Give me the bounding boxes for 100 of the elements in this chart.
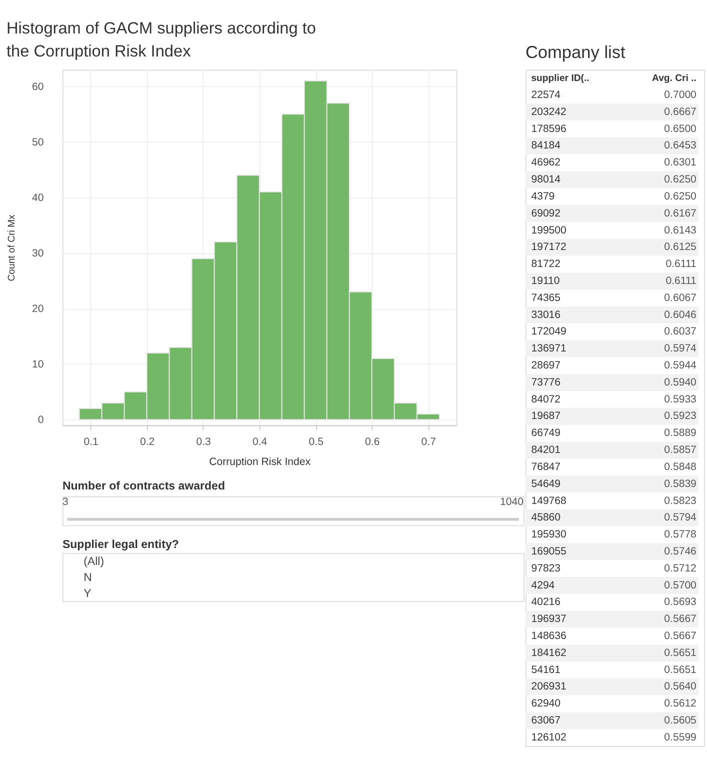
category-label: 206931 [531,680,567,693]
y-tick-label: 0 [38,414,44,426]
category-label: 196937 [531,613,567,626]
category-label: 28697 [531,360,561,372]
category-label: 199500 [531,224,567,236]
category-label: 184162 [531,646,567,659]
y-tick-label: 40 [32,192,44,204]
text: 0.5700 [664,579,696,592]
y-tick-label: 30 [32,247,44,260]
category-label: 178596 [531,122,567,135]
text: 0.6167 [664,207,696,220]
category-label: 40216 [531,596,561,608]
text: 0.5605 [664,714,696,727]
text: 0.5599 [664,731,696,744]
text: 0.5746 [664,545,696,558]
text: 0.6125 [664,241,696,254]
category-label: 126102 [531,731,567,744]
text: 0.6250 [664,174,696,186]
category-label: 73776 [531,376,561,388]
category-label: 22574 [531,89,561,102]
category-label: 62940 [531,698,561,710]
text: 3 [62,496,68,508]
category-label: 195930 [531,528,567,541]
text: 0.5651 [664,646,696,659]
category-label: 136971 [531,342,567,355]
category-label: 97823 [531,562,561,574]
category-label: 4294 [531,579,555,592]
category-label: 76847 [531,460,561,473]
text: 0.5667 [664,630,696,642]
x-tick-label: 0.7 [421,436,436,448]
text: 0.5933 [664,393,696,406]
text: 0.5889 [664,427,696,440]
text: 1040 [500,496,524,508]
x-tick-label: 0.4 [252,436,268,448]
x-tick-label: 0.5 [308,436,324,448]
text: 0.5693 [664,596,696,608]
text: 0.5712 [664,562,696,574]
y-axis-title: Count of Cri Mx [6,214,18,282]
text: Number of contracts awarded [62,480,225,493]
y-tick-label: 60 [32,80,44,93]
text: 0.5612 [664,698,696,710]
text: 0.6067 [664,292,696,304]
text: 0.6301 [664,156,696,169]
text: 0.5974 [664,342,696,355]
category-label: 19110 [531,274,560,287]
category-label: 197172 [531,241,567,254]
category-label: N [84,572,92,584]
y-tick-label: 20 [32,302,44,315]
category-label: 4379 [531,190,555,202]
category-label: 149768 [531,494,567,507]
text: 0.6143 [664,224,696,236]
category-label: 84201 [531,444,561,456]
x-tick-label: 0.3 [196,436,212,448]
category-label: 19687 [531,410,561,422]
text: 0.5640 [664,680,696,693]
text: 0.5839 [664,478,696,490]
category-label: 148636 [531,630,567,642]
text: 0.5667 [664,613,696,626]
text: 0.5923 [664,410,696,422]
category-label: Y [84,588,92,600]
text: 0.5651 [664,664,696,676]
text: 0.6667 [664,106,696,118]
text: 0.5823 [664,494,696,507]
text: Company list [525,42,626,62]
text: Histogram of GACM suppliers according to [6,19,316,38]
x-tick-label: 0.1 [84,436,99,448]
text: Supplier legal entity? [62,539,179,552]
category-label: 54649 [531,478,561,490]
text: 0.6037 [664,326,696,338]
y-tick-label: 50 [32,136,44,148]
text: 0.6111 [666,274,696,287]
text: the Corruption Risk Index [6,42,191,60]
text: 0.5857 [664,444,696,456]
text: 0.6500 [664,122,696,135]
text: 0.5944 [664,360,696,372]
text: 0.6250 [664,190,696,202]
category-label: 74365 [531,292,561,304]
text: 0.5794 [664,512,696,524]
text: supplier ID(.. [531,73,590,84]
category-label: 45860 [531,512,561,524]
category-label: 169055 [531,545,567,558]
text: 0.5778 [664,528,696,541]
text: 0.7000 [664,89,696,102]
category-label: (All) [84,556,104,568]
text: 0.5848 [664,460,696,473]
text: 0.6453 [664,140,696,152]
category-label: 63067 [531,714,561,727]
category-label: 84072 [531,393,561,406]
x-axis-title: Corruption Risk Index [209,456,312,468]
y-tick-label: 10 [32,358,44,370]
category-label: 84184 [531,140,561,152]
text: 0.6046 [664,308,696,321]
category-label: 81722 [531,258,561,270]
x-tick-label: 0.6 [365,436,380,448]
category-label: 46962 [531,156,561,169]
text: 0.6111 [666,258,696,270]
category-label: 33016 [531,308,561,321]
category-label: 66749 [531,427,561,440]
text: Avg. Cri .. [652,73,696,84]
category-label: 98014 [531,174,561,186]
